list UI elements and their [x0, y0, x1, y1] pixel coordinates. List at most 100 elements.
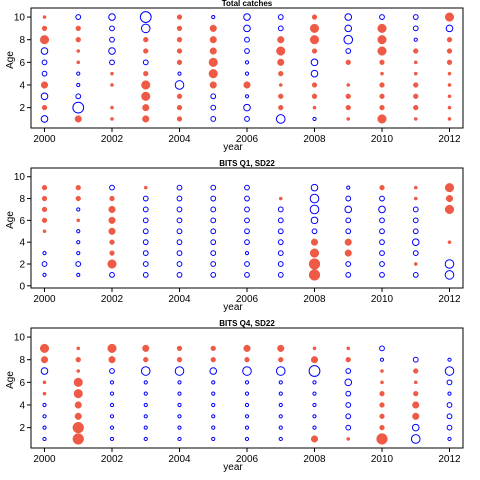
positive-residual-bubble — [143, 48, 149, 54]
panel-title: BITS Q4, SD22 — [219, 319, 275, 328]
negative-residual-bubble — [143, 402, 148, 408]
negative-residual-bubble — [244, 94, 250, 99]
positive-residual-bubble — [310, 435, 319, 443]
negative-residual-bubble — [140, 366, 151, 376]
x-tick-label: 2004 — [168, 454, 191, 465]
negative-residual-bubble — [278, 425, 283, 430]
negative-residual-bubble — [277, 250, 284, 256]
negative-residual-bubble — [174, 80, 185, 90]
negative-residual-bubble — [378, 205, 386, 214]
positive-residual-bubble — [413, 391, 419, 397]
positive-residual-bubble — [76, 60, 81, 65]
negative-residual-bubble — [412, 250, 419, 256]
positive-residual-bubble — [413, 185, 418, 190]
positive-residual-bubble — [377, 35, 387, 45]
positive-residual-bubble — [74, 412, 82, 420]
x-tick-label: 2002 — [101, 134, 124, 145]
positive-residual-bubble — [176, 25, 183, 32]
negative-residual-bubble — [177, 380, 182, 385]
x-tick-label: 2006 — [236, 294, 259, 305]
positive-residual-bubble — [379, 82, 385, 88]
negative-residual-bubble — [142, 239, 149, 246]
y-tick-label: 6 — [19, 378, 25, 389]
negative-residual-bubble — [109, 59, 115, 66]
positive-residual-bubble — [379, 413, 385, 419]
negative-residual-bubble — [41, 59, 48, 66]
negative-residual-bubble — [244, 71, 250, 76]
y-tick-label: 8 — [19, 194, 25, 205]
x-axis-label: year — [223, 462, 243, 473]
positive-residual-bubble — [73, 389, 83, 399]
y-tick-label: 2 — [19, 103, 25, 114]
negative-residual-bubble — [242, 366, 252, 376]
positive-residual-bubble — [308, 258, 321, 270]
negative-residual-bubble — [379, 261, 385, 267]
positive-residual-bubble — [210, 345, 216, 352]
negative-residual-bubble — [143, 436, 148, 442]
negative-residual-bubble — [411, 423, 420, 432]
positive-residual-bubble — [447, 71, 452, 76]
negative-residual-bubble — [312, 425, 317, 430]
positive-residual-bubble — [176, 104, 183, 111]
positive-residual-bubble — [346, 117, 351, 121]
negative-residual-bubble — [446, 424, 453, 431]
negative-residual-bubble — [211, 391, 216, 396]
negative-residual-bubble — [275, 366, 286, 376]
negative-residual-bubble — [444, 366, 455, 376]
negative-residual-bubble — [244, 48, 250, 54]
negative-residual-bubble — [345, 424, 352, 431]
negative-residual-bubble — [210, 195, 217, 202]
positive-residual-bubble — [376, 433, 388, 445]
positive-residual-bubble — [41, 104, 48, 111]
positive-residual-bubble — [42, 229, 47, 234]
y-tick-label: 10 — [14, 13, 26, 24]
panel-3: BITS Q4, SD22 2000 2002 2004 2006 2008 2010 201… — [5, 319, 464, 473]
y-tick-label: 6 — [19, 58, 25, 69]
positive-residual-bubble — [310, 238, 319, 246]
negative-residual-bubble — [344, 205, 353, 214]
negative-residual-bubble — [109, 402, 115, 408]
negative-residual-bubble — [76, 240, 81, 245]
positive-residual-bubble — [445, 194, 454, 203]
positive-residual-bubble — [108, 356, 116, 364]
negative-residual-bubble — [379, 272, 385, 278]
positive-residual-bubble — [413, 93, 419, 99]
negative-residual-bubble — [310, 183, 319, 192]
negative-residual-bubble — [40, 92, 49, 101]
positive-residual-bubble — [277, 344, 285, 352]
positive-residual-bubble — [176, 37, 183, 43]
negative-residual-bubble — [209, 367, 218, 375]
positive-residual-bubble — [109, 250, 115, 256]
negative-residual-bubble — [109, 380, 115, 385]
negative-residual-bubble — [40, 367, 49, 375]
negative-residual-bubble — [210, 93, 217, 100]
positive-residual-bubble — [209, 81, 217, 89]
negative-residual-bubble — [412, 206, 419, 213]
positive-residual-bubble — [109, 239, 115, 245]
positive-residual-bubble — [346, 346, 351, 351]
positive-residual-bubble — [413, 48, 419, 54]
positive-residual-bubble — [107, 259, 117, 269]
positive-residual-bubble — [446, 59, 453, 65]
x-tick-label: 2000 — [33, 454, 56, 465]
positive-residual-bubble — [278, 357, 284, 363]
negative-residual-bubble — [75, 93, 82, 100]
negative-residual-bubble — [142, 206, 149, 213]
positive-residual-bubble — [278, 93, 284, 99]
negative-residual-bubble — [176, 217, 183, 224]
x-tick-label: 2012 — [438, 134, 461, 145]
positive-residual-bubble — [379, 402, 385, 408]
negative-residual-bubble — [76, 82, 81, 88]
negative-residual-bubble — [109, 184, 115, 191]
positive-residual-bubble — [413, 368, 419, 374]
negative-residual-bubble — [142, 59, 149, 66]
positive-residual-bubble — [210, 357, 216, 363]
positive-residual-bubble — [74, 401, 82, 409]
negative-residual-bubble — [345, 272, 352, 278]
negative-residual-bubble — [210, 261, 217, 267]
negative-residual-bubble — [310, 216, 319, 225]
negative-residual-bubble — [108, 47, 116, 55]
positive-residual-bubble — [209, 36, 217, 44]
panel-title: Total catches — [222, 0, 273, 8]
negative-residual-bubble — [109, 391, 115, 396]
